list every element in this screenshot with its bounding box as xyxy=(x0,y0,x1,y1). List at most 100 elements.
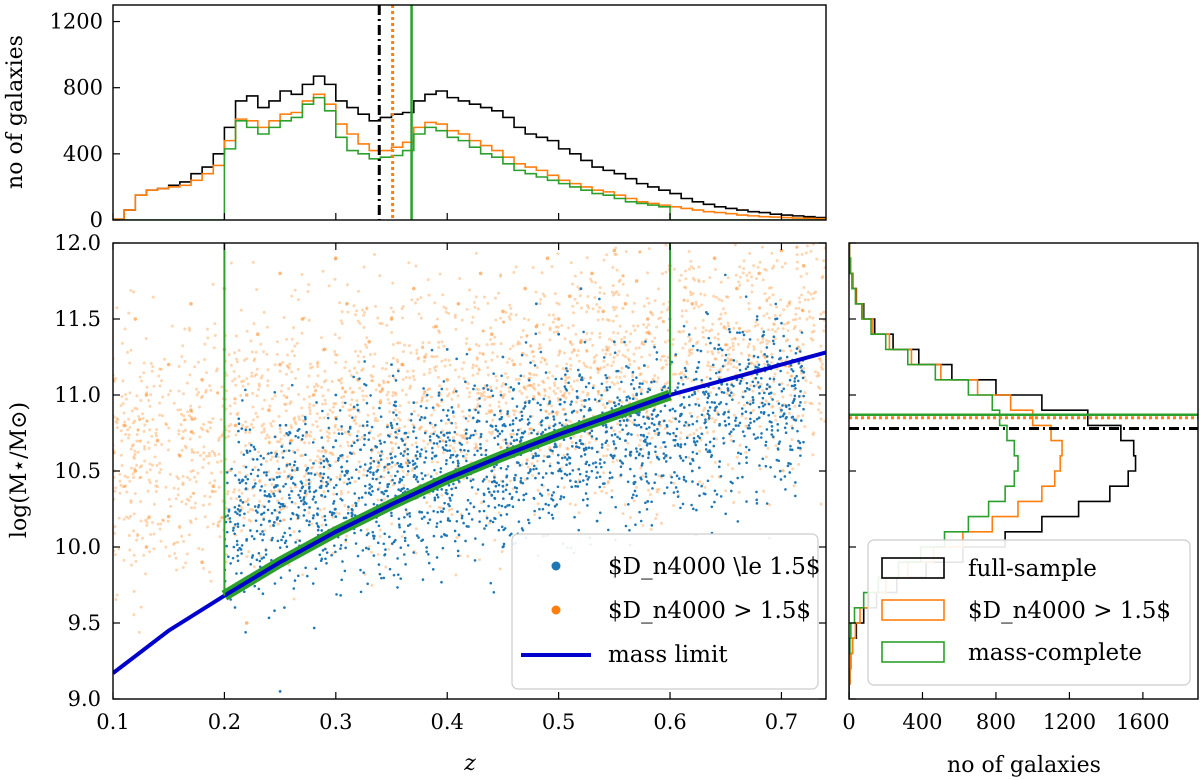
orange-cloud-point xyxy=(422,392,426,396)
blue-cloud-point xyxy=(322,465,326,469)
orange-point-23 xyxy=(378,400,383,405)
blue-cloud-point xyxy=(472,387,475,391)
blue-cloud-point xyxy=(747,424,751,427)
blue-cloud-point xyxy=(457,533,461,537)
orange-cloud-point xyxy=(463,436,467,440)
orange-cloud-point xyxy=(800,252,804,256)
blue-cloud-point xyxy=(557,461,560,465)
blue-cloud-point xyxy=(239,499,242,502)
orange-point-30 xyxy=(456,302,461,306)
orange-cloud-point xyxy=(510,359,514,363)
blue-cloud-point xyxy=(245,449,249,453)
blue-cloud-point xyxy=(642,415,645,419)
orange-cloud-point xyxy=(266,368,270,372)
orange-cloud-point xyxy=(508,347,512,351)
blue-cloud-point xyxy=(723,419,727,423)
blue-cloud-point xyxy=(270,538,274,542)
orange-cloud-point xyxy=(499,446,503,450)
blue-cloud-point xyxy=(708,450,712,454)
blue-cloud-point xyxy=(282,449,286,453)
blue-cloud-point xyxy=(565,367,568,370)
blue-cloud-point xyxy=(476,488,480,491)
orange-cloud-point xyxy=(598,291,602,295)
orange-cloud-point xyxy=(696,389,700,393)
orange-cloud-point xyxy=(406,369,410,373)
orange-cloud-point xyxy=(440,340,444,344)
orange-cloud-point xyxy=(321,402,325,406)
blue-cloud-point xyxy=(437,435,440,439)
blue-cloud-point xyxy=(237,504,241,507)
blue-cloud-point xyxy=(722,412,725,416)
orange-cloud-point xyxy=(158,471,162,475)
orange-cloud-point xyxy=(576,285,580,289)
blue-cloud-point xyxy=(326,482,330,486)
orange-cloud-point xyxy=(158,527,162,531)
orange-cloud-point xyxy=(733,243,737,247)
orange-cloud-point xyxy=(789,349,793,353)
orange-cloud-point xyxy=(159,468,163,472)
orange-cloud-point xyxy=(431,425,435,429)
orange-cloud-point xyxy=(296,367,300,371)
orange-cloud-point xyxy=(647,301,651,305)
orange-cloud-point xyxy=(340,321,344,325)
orange-cloud-point xyxy=(624,250,628,254)
orange-cloud-point xyxy=(653,299,657,303)
orange-cloud-point xyxy=(311,365,315,369)
orange-cloud-point xyxy=(202,445,206,449)
orange-cloud-point xyxy=(682,298,686,302)
orange-cloud-point xyxy=(783,261,787,265)
blue-cloud-point xyxy=(771,339,775,343)
blue-cloud-point xyxy=(600,382,604,386)
orange-cloud-point xyxy=(364,394,368,398)
blue-cloud-point xyxy=(297,493,300,497)
blue-cloud-point xyxy=(397,369,400,373)
orange-cloud-point xyxy=(147,478,151,482)
orange-cloud-point xyxy=(656,376,660,380)
orange-cloud-point xyxy=(137,439,141,443)
blue-cloud-point xyxy=(228,517,232,520)
blue-cloud-point xyxy=(421,477,424,481)
orange-cloud-point xyxy=(665,362,669,366)
blue-cloud-point xyxy=(527,378,531,382)
orange-cloud-point xyxy=(210,471,214,475)
orange-cloud-point xyxy=(128,479,132,483)
blue-cloud-point xyxy=(560,377,563,381)
orange-cloud-point xyxy=(176,487,180,491)
orange-cloud-point xyxy=(726,356,730,360)
orange-cloud-point xyxy=(286,365,290,369)
orange-cloud-point xyxy=(411,369,415,373)
blue-cloud-point xyxy=(386,485,389,489)
orange-cloud-point xyxy=(219,418,223,422)
orange-cloud-point xyxy=(749,361,753,365)
orange-cloud-point xyxy=(404,461,408,465)
blue-cloud-point xyxy=(726,389,730,392)
orange-cloud-point xyxy=(731,341,735,345)
orange-cloud-point xyxy=(518,427,522,431)
orange-cloud-point xyxy=(309,430,313,434)
orange-cloud-point xyxy=(422,372,426,376)
blue-cloud-point xyxy=(778,383,781,386)
orange-cloud-point xyxy=(574,332,578,336)
orange-cloud-point xyxy=(383,497,387,501)
blue-cloud-point xyxy=(433,498,437,502)
orange-cloud-point xyxy=(632,324,636,328)
blue-cloud-point xyxy=(678,454,682,458)
blue-cloud-point xyxy=(645,435,649,439)
orange-cloud-point xyxy=(475,398,479,402)
blue-point-40 xyxy=(802,370,806,374)
blue-cloud-point xyxy=(632,474,636,478)
orange-cloud-point xyxy=(396,432,400,436)
blue-cloud-point xyxy=(354,504,358,508)
orange-cloud-point xyxy=(142,429,146,433)
blue-point-51 xyxy=(612,454,616,458)
blue-cloud-point xyxy=(608,476,612,480)
blue-cloud-point xyxy=(544,502,548,506)
orange-cloud-point xyxy=(541,292,545,296)
orange-cloud-point xyxy=(332,492,336,496)
orange-cloud-point xyxy=(740,414,744,418)
blue-cloud-point xyxy=(526,477,529,480)
orange-cloud-point xyxy=(612,383,616,387)
orange-cloud-point xyxy=(233,377,237,381)
orange-cloud-point xyxy=(696,397,700,401)
blue-cloud-point xyxy=(397,446,400,450)
